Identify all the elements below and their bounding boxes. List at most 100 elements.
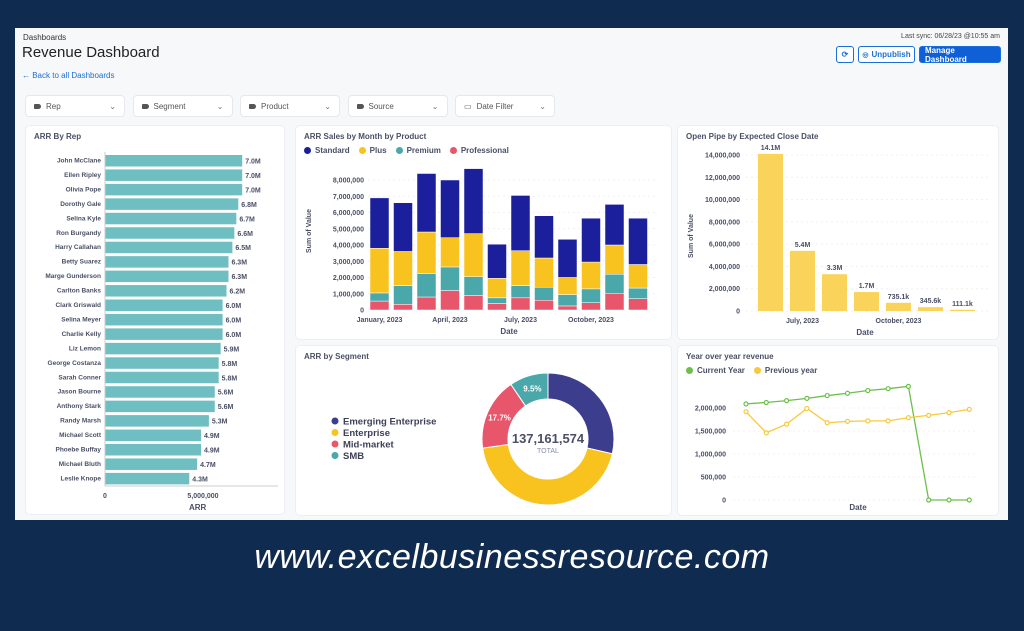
manage-dashboard-button[interactable]: Manage Dashboard [919, 46, 1001, 64]
rep-bar [105, 285, 227, 297]
rep-label: Selina Kyle [66, 215, 101, 222]
stacked-bar-premium [557, 294, 578, 307]
line-previous-year [745, 407, 970, 434]
rep-bar [105, 183, 243, 196]
stacked-bar-plus [369, 248, 390, 294]
legend-item[interactable]: Previous year [753, 366, 817, 375]
slice-label: 9.5% [523, 384, 541, 393]
eye-slash-icon: ◎ [862, 51, 869, 59]
stacked-bar-professional [628, 298, 648, 311]
filter-label: Source [368, 101, 394, 111]
y-tick-label: 1,500,000 [695, 429, 726, 436]
legend-dot [331, 452, 339, 459]
rep-bar [105, 169, 243, 181]
legend-item[interactable]: Professional [449, 146, 509, 155]
rep-label: Selina Meyer [61, 316, 101, 323]
stacked-bar-professional [463, 295, 484, 311]
last-sync: Last sync: 06/28/23 @10:55 am [901, 33, 1000, 40]
legend-item: Emerging Enterprise [343, 417, 436, 428]
rep-value-label: 6.0M [226, 317, 242, 324]
rep-label: Marge Gunderson [45, 273, 101, 280]
filter-label: Product [261, 101, 289, 111]
legend-item[interactable]: Standard [304, 146, 350, 155]
arr-sales-by-month-card: ARR Sales by Month by Product Standard Pl… [295, 125, 672, 340]
filter-product[interactable]: Product ⌄ [240, 95, 340, 117]
stacked-bar-professional [581, 302, 601, 311]
tag-icon [249, 103, 256, 109]
rep-value-label: 6.5M [235, 245, 251, 252]
rep-value-label: 4.9M [204, 433, 220, 440]
filter-segment[interactable]: Segment ⌄ [132, 95, 233, 117]
stacked-bar-premium [628, 287, 648, 299]
x-tick-label: 5,000,000 [187, 493, 218, 500]
stacked-bar-premium [510, 285, 531, 299]
unpublish-button[interactable]: ◎ Unpublish [858, 46, 915, 63]
rep-value-label: 6.0M [226, 303, 242, 310]
back-link[interactable]: ← Back to all Dashboards [22, 71, 115, 80]
rep-label: Betty Suarez [62, 259, 102, 266]
x-axis-label: ARR [189, 503, 207, 512]
filter-date-filter[interactable]: ▭ Date Filter ⌄ [455, 95, 555, 117]
filter-source[interactable]: Source ⌄ [347, 95, 448, 117]
open-pipe-card: Open Pipe by Expected Close Date 0 2,000,… [677, 125, 999, 340]
rep-label: Carlton Banks [57, 288, 101, 295]
rep-label: Charlie Kelly [62, 331, 102, 338]
rep-bar [105, 270, 229, 283]
legend-dot [331, 440, 339, 448]
yoy-revenue-card: Year over year revenue Current Year Previ… [677, 345, 999, 516]
stacked-bar-plus [581, 261, 601, 290]
x-tick-label: October, 2023 [876, 318, 922, 325]
rep-label: Sarah Conner [58, 374, 101, 381]
rep-bar [105, 155, 243, 167]
rep-bar [105, 444, 202, 456]
line-current-year [745, 385, 970, 501]
data-point [783, 421, 790, 427]
rep-bar [105, 472, 190, 485]
legend-item[interactable]: Plus [358, 146, 387, 155]
stacked-bar-standard [628, 217, 648, 265]
y-tick-label: 1,000,000 [333, 291, 364, 298]
bar-value-label: 345.6k [920, 298, 942, 305]
y-tick-label: 2,000,000 [709, 286, 740, 293]
stacked-bar-professional [557, 305, 578, 311]
stacked-bar-premium [581, 288, 601, 303]
rep-value-label: 4.7M [200, 462, 216, 469]
legend-item[interactable]: Current Year [686, 366, 745, 375]
stacked-bar-plus [487, 278, 507, 299]
y-tick-label: 3,000,000 [333, 259, 364, 266]
tag-icon [141, 103, 149, 109]
rep-bar [105, 212, 237, 225]
data-point [946, 409, 952, 416]
stacked-bar-standard [487, 243, 507, 279]
rep-value-label: 4.9M [204, 448, 220, 455]
rep-value-label: 5.8M [222, 361, 238, 368]
rep-label: Phoebe Buffay [55, 447, 101, 454]
x-tick-label: 0 [103, 493, 107, 500]
x-tick-label: October, 2023 [568, 317, 614, 324]
refresh-button[interactable]: ⟳ [836, 46, 854, 63]
yoy-revenue-chart: 0 500,000 1,000,000 1,500,000 2,000,000 Date [695, 383, 978, 512]
data-point [966, 497, 972, 503]
rep-label: John McClane [57, 158, 101, 165]
stacked-bar-standard [440, 179, 460, 238]
data-point [865, 418, 871, 424]
breadcrumb[interactable]: Dashboards [23, 33, 67, 42]
data-point [804, 405, 810, 412]
stacked-bar-professional [510, 297, 531, 311]
bar-value-label: 14.1M [761, 145, 781, 152]
y-tick-label: 1,000,000 [695, 452, 726, 459]
rep-value-label: 7.0M [245, 173, 261, 180]
chevron-down-icon: ⌄ [431, 101, 439, 111]
y-tick-label: 500,000 [701, 475, 726, 482]
legend-item[interactable]: Premium [395, 146, 441, 155]
stacked-bar-plus [628, 264, 648, 289]
bar-value-label: 1.7M [859, 283, 875, 290]
data-point [885, 418, 891, 424]
filter-rep[interactable]: Rep ⌄ [25, 95, 125, 117]
rep-value-label: 6.7M [239, 216, 255, 223]
card-title: Open Pipe by Expected Close Date [686, 132, 819, 141]
x-axis-label: Date [849, 503, 867, 512]
legend-dot [331, 429, 339, 436]
data-point [804, 395, 810, 401]
